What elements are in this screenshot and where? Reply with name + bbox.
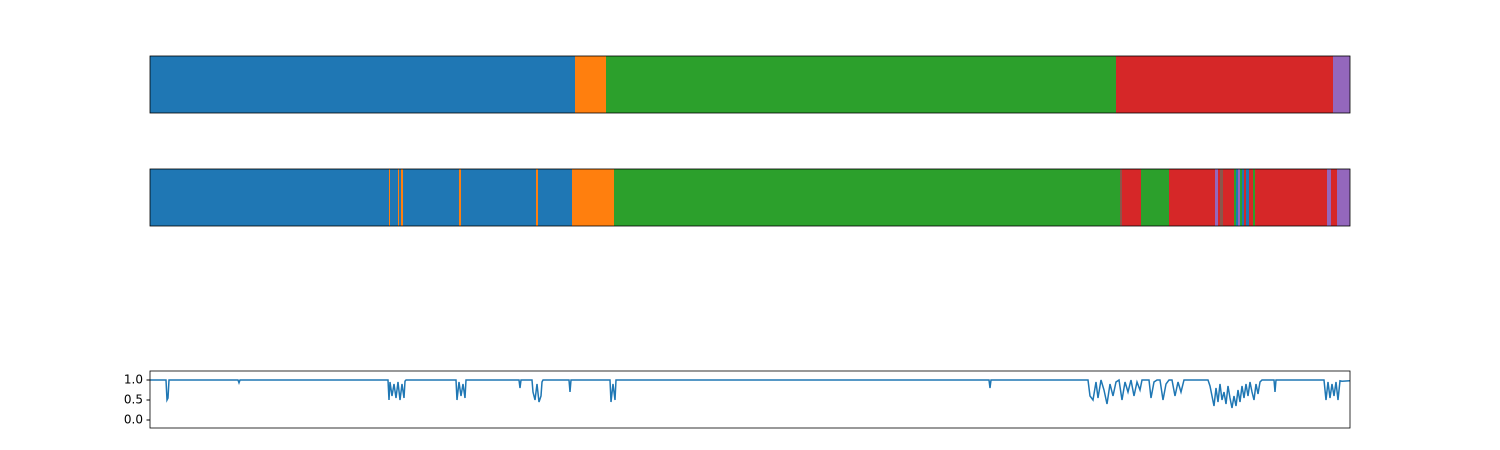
line — [150, 378, 1351, 409]
segment — [1234, 169, 1236, 226]
segment — [1120, 169, 1122, 226]
segment — [1240, 169, 1242, 226]
segment — [1223, 169, 1234, 226]
segment — [1255, 169, 1327, 226]
segment — [1122, 169, 1141, 226]
segment — [461, 169, 536, 226]
segment — [1141, 169, 1169, 226]
segment — [538, 169, 572, 226]
segment — [389, 169, 390, 226]
segment — [1333, 56, 1350, 113]
segment — [150, 169, 389, 226]
segment — [575, 56, 606, 113]
segment — [1242, 169, 1244, 226]
segment — [1215, 169, 1218, 226]
segment — [399, 169, 401, 226]
axes-frame — [149, 168, 1351, 227]
segment — [1331, 169, 1337, 226]
segment — [572, 169, 614, 226]
y-tick-label: 0.5 — [124, 393, 143, 407]
axes-frame — [149, 370, 1351, 429]
segment — [1236, 169, 1238, 226]
segment — [1116, 56, 1333, 113]
segment — [1220, 169, 1223, 226]
segment — [401, 169, 403, 226]
segment — [403, 169, 459, 226]
segment — [1238, 169, 1240, 226]
segment — [150, 56, 575, 113]
y-tick-label: 1.0 — [124, 373, 143, 387]
segment — [390, 169, 398, 226]
segment — [1218, 169, 1220, 226]
segment — [1249, 169, 1253, 226]
segment — [1244, 169, 1246, 226]
segment — [398, 169, 399, 226]
axes-frame — [149, 55, 1351, 114]
segment — [1246, 169, 1249, 226]
segment — [1253, 169, 1255, 226]
segment — [1169, 169, 1215, 226]
segment — [606, 56, 1116, 113]
segment — [1337, 169, 1350, 226]
segment — [459, 169, 461, 226]
segment — [614, 169, 1120, 226]
segment — [536, 169, 538, 226]
y-tick-label: 0.0 — [124, 413, 143, 427]
segment — [1327, 169, 1331, 226]
